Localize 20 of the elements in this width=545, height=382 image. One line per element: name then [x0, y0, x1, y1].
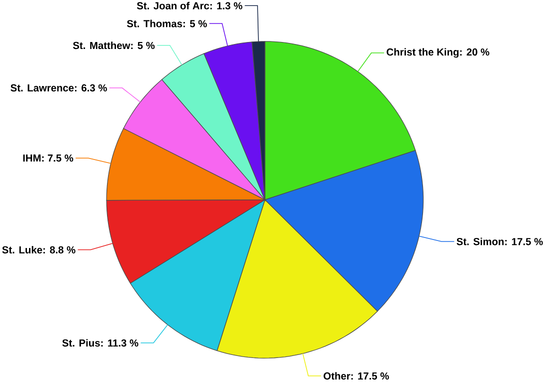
- data-label: : 20 %: [460, 48, 490, 56]
- data-label: : 8.8 %: [43, 246, 76, 254]
- slice-label: St. Thomas: [126, 20, 182, 28]
- data-label: : 17.5 %: [351, 372, 389, 380]
- data-label: : 7.5 %: [42, 154, 74, 162]
- slice-label: St. Lawrence: [10, 84, 74, 92]
- data-label: : 5 %: [183, 20, 207, 28]
- slice-label: Christ the King: [386, 48, 459, 58]
- data-label: : 6.3 %: [75, 84, 107, 92]
- data-label: : 5 %: [131, 42, 155, 50]
- slice-label: St. Simon: [456, 238, 504, 246]
- slice-label: St. Joan of Arc: [136, 2, 210, 10]
- slice-label: St. Pius: [62, 339, 100, 347]
- data-label: : 17.5 %: [505, 238, 543, 246]
- slice-label: St. Luke: [2, 246, 42, 254]
- data-label: : 1.3 %: [210, 2, 242, 10]
- data-label: : 11.3 %: [101, 340, 138, 347]
- slice-label: St. Matthew: [73, 42, 130, 50]
- slice-label: IHM: [23, 154, 41, 162]
- slice-label: Other: [324, 372, 350, 380]
